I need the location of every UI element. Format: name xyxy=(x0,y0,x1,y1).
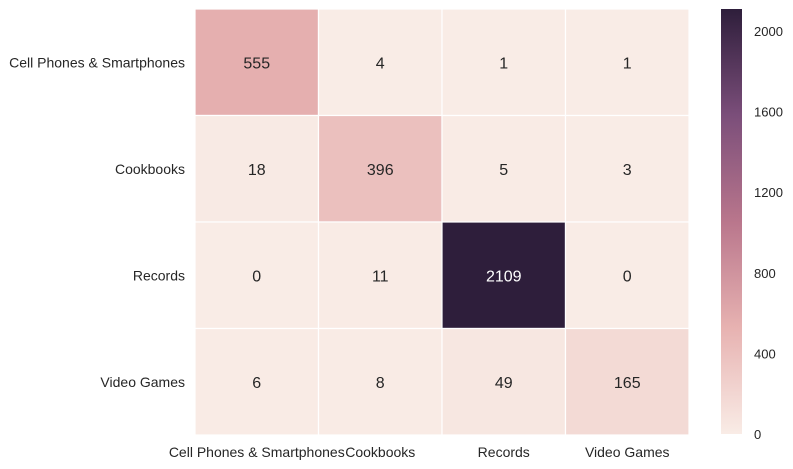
column-label: Records xyxy=(478,444,530,460)
column-label: Video Games xyxy=(585,444,670,460)
heatmap-cell xyxy=(564,8,690,117)
colorbar-tick-label: 1600 xyxy=(754,105,783,120)
heatmap-cell xyxy=(317,8,443,117)
colorbar-tick-label: 1200 xyxy=(754,185,783,200)
row-label: Records xyxy=(133,267,185,283)
cell-value-label: 0 xyxy=(623,268,632,285)
colorbar-tick-label: 0 xyxy=(754,427,761,442)
cell-value-label: 0 xyxy=(252,268,261,285)
heatmap-cells: 555 4 1 118 396 5 30 11 2109 06 8 49 165 xyxy=(194,8,690,436)
cell-value-label: 396 xyxy=(367,162,394,179)
cell-value-label: 5 xyxy=(499,162,508,179)
colorbar-tick-label: 800 xyxy=(754,266,776,281)
heatmap-cell xyxy=(317,327,443,436)
cell-value-label: 1 xyxy=(499,55,508,72)
heatmap-cell xyxy=(441,327,567,436)
colorbar: 0 400 800 1200 1600 2000 xyxy=(721,9,783,442)
heatmap-cell xyxy=(194,327,320,436)
cell-value-label: 1 xyxy=(623,55,632,72)
column-label: Cookbooks xyxy=(345,444,415,460)
cell-value-label: 555 xyxy=(243,55,270,72)
cell-value-label: 11 xyxy=(372,268,389,285)
cell-value-label: 8 xyxy=(376,375,385,392)
cell-value-label: 49 xyxy=(495,375,513,392)
row-labels: Cell Phones & Smartphones Cookbooks Record… xyxy=(9,54,185,390)
cell-value-label: 165 xyxy=(614,375,641,392)
row-label: Cell Phones & Smartphones xyxy=(9,54,185,70)
heatmap-cell xyxy=(317,221,443,330)
row-label: Cookbooks xyxy=(115,161,185,177)
heatmap-cell xyxy=(194,8,320,117)
heatmap-cell xyxy=(564,327,690,436)
heatmap-cell xyxy=(564,114,690,223)
colorbar-gradient xyxy=(721,9,742,434)
cell-value-label: 4 xyxy=(376,55,385,72)
cell-value-label: 2109 xyxy=(486,268,522,285)
row-label: Video Games xyxy=(100,374,185,390)
cell-value-label: 6 xyxy=(252,375,261,392)
column-label: Cell Phones & Smartphones xyxy=(169,444,345,460)
cell-value-label: 18 xyxy=(248,162,266,179)
heatmap-cell xyxy=(317,114,443,223)
colorbar-tick-label: 2000 xyxy=(754,24,783,39)
colorbar-tick-label: 400 xyxy=(754,346,776,361)
cell-value-label: 3 xyxy=(623,162,632,179)
heatmap-cell xyxy=(194,114,320,223)
heatmap-cell xyxy=(564,221,690,330)
column-labels: Cell Phones & Smartphones Cookbooks Record… xyxy=(169,444,670,460)
heatmap-cell xyxy=(441,8,567,117)
